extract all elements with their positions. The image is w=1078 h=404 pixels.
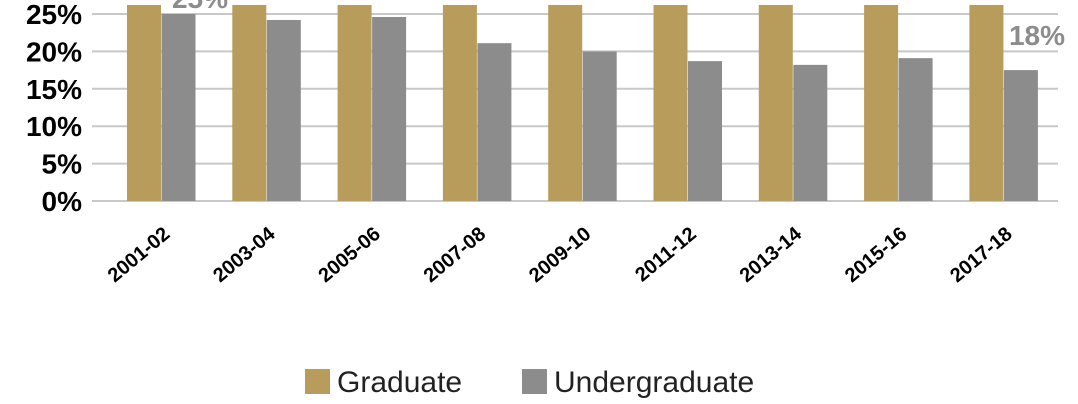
- y-tick-label: 15%: [26, 74, 82, 105]
- x-tick-label: 2011-12: [631, 223, 701, 286]
- bar-undergraduate: [688, 61, 722, 202]
- x-tick-label: 2017-18: [946, 223, 1016, 287]
- x-tick-label: 2009-10: [525, 223, 595, 287]
- bar-graduate: [127, 5, 161, 201]
- y-tick-label: 20%: [26, 36, 82, 67]
- x-tick-label: 2015-16: [841, 223, 911, 287]
- bar-graduate: [548, 5, 583, 201]
- data-label: 18%: [1009, 20, 1065, 51]
- bar-graduate: [758, 5, 793, 201]
- data-label: 25%: [172, 0, 228, 14]
- x-tick-label: 2007-08: [420, 223, 490, 287]
- bar-graduate: [232, 5, 267, 201]
- legend-swatch-graduate: [305, 369, 330, 394]
- y-tick-label: 5%: [42, 149, 83, 180]
- legend: Graduate Undergraduate: [305, 366, 754, 399]
- legend-swatch-undergraduate: [522, 369, 547, 394]
- bar-graduate: [864, 5, 899, 201]
- bar-undergraduate: [898, 58, 933, 201]
- y-tick-label: 10%: [26, 111, 82, 142]
- bar-undergraduate: [793, 64, 828, 201]
- x-tick-label: 2001-02: [104, 223, 174, 287]
- bar-graduate: [442, 5, 477, 201]
- bar-undergraduate: [372, 16, 407, 201]
- x-tick-label: 2003-04: [209, 222, 280, 287]
- bar-undergraduate: [161, 14, 196, 201]
- bar-graduate: [337, 5, 372, 201]
- bar-undergraduate: [582, 51, 617, 202]
- legend-label-graduate: Graduate: [337, 366, 462, 399]
- bar-graduate: [969, 5, 1004, 201]
- y-tick-label: 0%: [42, 186, 83, 217]
- legend-label-undergraduate: Undergraduate: [554, 366, 754, 399]
- y-axis-ticks: 0% 5% 10% 15% 20% 25%: [26, 0, 82, 217]
- bar-undergraduate: [266, 19, 301, 202]
- x-tick-label: 2013-14: [736, 222, 807, 287]
- bars: [127, 5, 1038, 202]
- bar-graduate: [653, 5, 688, 201]
- x-tick-label: 2005-06: [314, 223, 384, 287]
- x-axis-ticks: 2001-02 2003-04 2005-06 2007-08 2009-10 2011-…: [104, 222, 1017, 287]
- bar-undergraduate: [1003, 70, 1038, 201]
- data-labels: 25% 18%: [172, 0, 1065, 51]
- bar-undergraduate: [477, 43, 512, 202]
- y-tick-label: 25%: [26, 0, 82, 30]
